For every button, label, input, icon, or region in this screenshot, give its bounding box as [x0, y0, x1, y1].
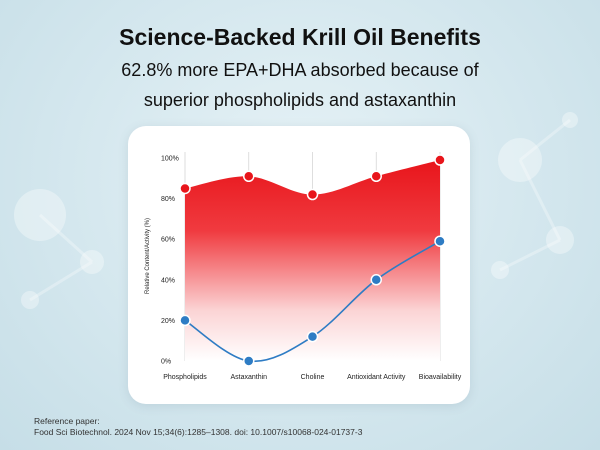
x-tick-label: Phospholipids — [163, 374, 207, 381]
subtitle-line-2: superior phospholipids and astaxanthin — [143, 90, 457, 110]
series-1-area — [185, 160, 440, 361]
x-tick-labels: Phospholipids Astaxanthin Choline Antioxida… — [163, 374, 461, 381]
series-2-point-2 — [243, 355, 255, 367]
y-axis-label: Relative Content/Activity (%) — [145, 218, 151, 294]
y-tick-label: 0% — [161, 359, 171, 366]
series-1-point-2 — [243, 170, 255, 183]
chart-svg: 0% 20% 40% 60% 80% 100% Phospholipids Astaxant… — [145, 152, 462, 381]
series-2-point-5 — [434, 235, 446, 247]
reference-citation: Food Sci Biotechnol. 2024 Nov 15;34(6):1… — [34, 427, 363, 437]
x-tick-label: Choline — [301, 374, 325, 381]
x-tick-label: Antioxidant Activity — [347, 374, 406, 381]
series-2-point-4 — [370, 274, 382, 286]
y-tick-label: 40% — [161, 277, 175, 284]
page-title: Science-Backed Krill Oil Benefits — [119, 24, 481, 50]
series-1-point-4 — [370, 170, 382, 183]
series-1-point-1 — [179, 182, 191, 195]
y-tick-label: 80% — [161, 196, 175, 203]
x-tick-label: Astaxanthin — [230, 374, 267, 381]
x-tick-label: Bioavailability — [419, 374, 462, 381]
series-1-point-5 — [434, 154, 446, 166]
reference-label: Reference paper: — [34, 416, 100, 426]
point-layer — [179, 154, 446, 367]
y-tick-label: 100% — [161, 156, 179, 163]
y-tick-labels: 0% 20% 40% 60% 80% 100% — [161, 156, 179, 366]
series-1-point-3 — [306, 188, 319, 201]
series-2-point-1 — [179, 314, 191, 327]
chart-card: 0% 20% 40% 60% 80% 100% Phospholipids Astaxant… — [128, 126, 470, 404]
subtitle-line-1: 62.8% more EPA+DHA absorbed because of — [121, 60, 479, 80]
y-tick-label: 60% — [161, 237, 175, 244]
y-tick-label: 20% — [161, 318, 175, 325]
series-2-point-3 — [306, 330, 319, 343]
area-layer — [185, 160, 440, 361]
